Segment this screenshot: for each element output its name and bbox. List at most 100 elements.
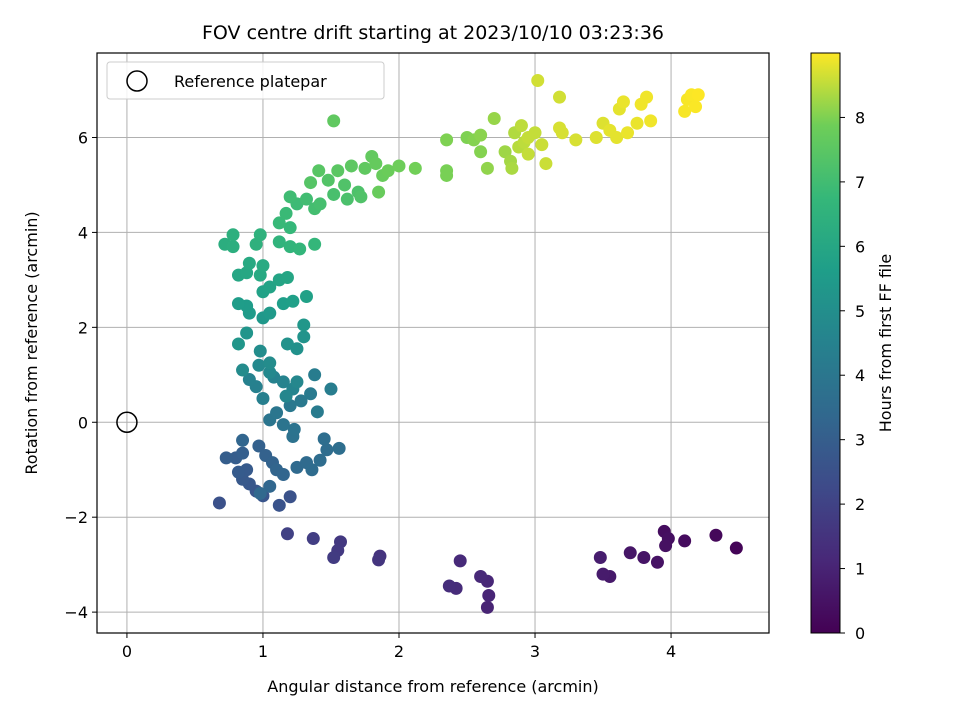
data-point xyxy=(308,237,322,251)
reference-platepar-marker xyxy=(116,411,138,434)
data-point xyxy=(327,114,341,128)
x-tick-label: 3 xyxy=(530,642,540,661)
plot-background xyxy=(97,53,769,633)
data-point xyxy=(299,192,313,206)
data-point xyxy=(369,157,383,171)
data-point xyxy=(313,453,327,467)
data-point xyxy=(440,133,454,147)
data-point xyxy=(689,100,703,114)
data-point xyxy=(616,95,630,109)
grid-lines xyxy=(97,53,769,633)
data-point xyxy=(442,579,456,593)
data-point xyxy=(280,527,294,541)
data-point xyxy=(253,344,267,358)
data-point xyxy=(252,358,266,372)
data-point xyxy=(358,161,372,175)
data-point xyxy=(630,116,644,130)
data-point xyxy=(539,157,553,171)
data-point xyxy=(514,119,528,133)
data-point xyxy=(327,551,341,565)
data-point xyxy=(354,190,368,204)
data-point xyxy=(344,159,358,173)
colorbar-gradient xyxy=(810,52,841,634)
data-point xyxy=(283,221,297,235)
legend-marker xyxy=(126,70,148,92)
data-point xyxy=(299,289,313,303)
y-tick-label: 0 xyxy=(78,413,88,432)
data-point xyxy=(678,534,692,548)
data-point xyxy=(304,387,318,401)
data-point xyxy=(440,164,454,178)
data-point xyxy=(294,394,308,408)
colorbar-tick-label: 4 xyxy=(855,366,865,385)
data-point xyxy=(640,90,654,104)
colorbar-tick-label: 5 xyxy=(855,302,865,321)
data-point xyxy=(555,126,569,140)
data-point xyxy=(256,259,270,273)
data-points xyxy=(212,74,743,614)
data-point xyxy=(372,185,386,199)
y-tick-label: −2 xyxy=(64,508,88,527)
y-axis-label: Rotation from reference (arcmin) xyxy=(22,211,41,474)
data-point xyxy=(290,375,304,389)
data-point xyxy=(219,451,233,465)
x-tick-label: 0 xyxy=(122,642,132,661)
data-point xyxy=(270,406,284,420)
data-point xyxy=(256,392,270,406)
y-tick-label: 4 xyxy=(78,223,88,242)
data-point xyxy=(276,418,290,432)
data-point xyxy=(498,145,512,159)
data-point xyxy=(286,294,300,308)
colorbar: 0 1 2 3 4 5 6 7 8 Hours from first FF file xyxy=(810,52,895,643)
x-tick-label: 1 xyxy=(258,642,268,661)
data-point xyxy=(308,368,322,382)
data-point xyxy=(276,467,290,481)
y-tick-label: 2 xyxy=(78,318,88,337)
data-point xyxy=(226,228,240,242)
data-point xyxy=(313,197,327,211)
data-point xyxy=(553,90,567,104)
colorbar-tick-label: 6 xyxy=(855,237,865,256)
colorbar-label: Hours from first FF file xyxy=(876,254,895,433)
data-point xyxy=(531,74,545,88)
y-axis-ticks: −4 −2 0 2 4 6 xyxy=(64,128,97,622)
data-point xyxy=(596,567,610,581)
data-point xyxy=(272,235,286,249)
data-point xyxy=(212,496,226,510)
data-point xyxy=(231,297,245,311)
data-point xyxy=(321,173,335,187)
colorbar-tick-label: 0 xyxy=(855,624,865,643)
x-tick-label: 2 xyxy=(394,642,404,661)
data-point xyxy=(589,130,603,144)
data-point xyxy=(480,161,494,175)
data-point xyxy=(340,192,354,206)
data-point xyxy=(242,373,256,387)
data-point xyxy=(474,145,488,159)
data-point xyxy=(263,479,277,493)
data-point xyxy=(236,363,250,377)
data-point xyxy=(610,130,624,144)
data-point xyxy=(263,356,277,370)
data-point xyxy=(482,589,496,603)
data-point xyxy=(709,528,723,542)
data-point xyxy=(317,432,331,446)
data-point xyxy=(623,546,637,560)
data-point xyxy=(287,422,301,436)
colorbar-tick-label: 8 xyxy=(855,108,865,127)
data-point xyxy=(644,114,658,128)
data-point xyxy=(280,337,294,351)
data-point xyxy=(637,551,651,565)
data-point xyxy=(338,178,352,192)
data-point xyxy=(263,306,277,320)
data-point xyxy=(659,539,673,553)
chart-title: FOV centre drift starting at 2023/10/10 … xyxy=(202,22,664,44)
x-tick-label: 4 xyxy=(666,642,676,661)
data-point xyxy=(253,486,267,500)
colorbar-tick-label: 7 xyxy=(855,173,865,192)
data-point xyxy=(372,553,386,567)
data-point xyxy=(242,256,256,270)
data-point xyxy=(240,326,254,340)
data-point xyxy=(312,164,326,178)
data-point xyxy=(283,490,297,504)
